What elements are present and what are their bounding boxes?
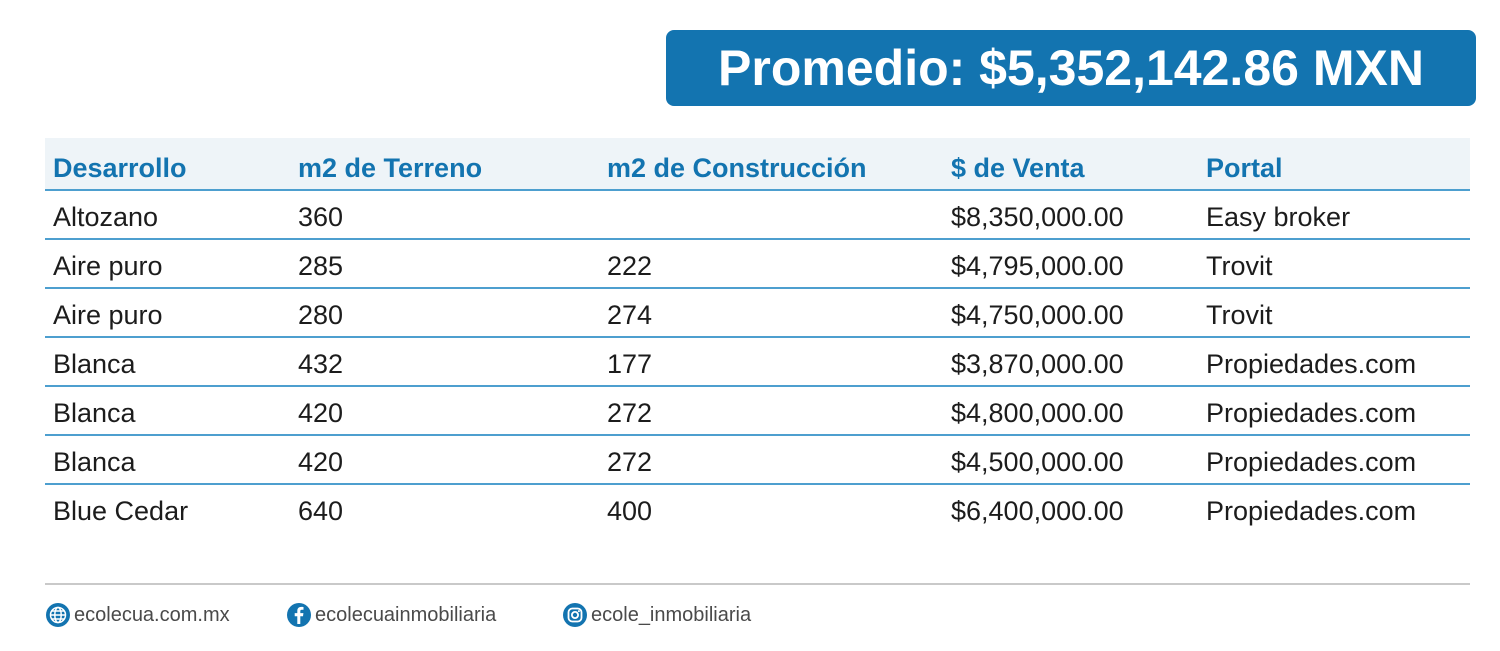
cell-m2-terreno: 420 bbox=[298, 447, 344, 477]
cell-m2-terreno: 432 bbox=[298, 349, 344, 379]
cell-portal: Easy broker bbox=[1206, 202, 1351, 232]
table-row: Blanca 432 177 $3,870,000.00 Propiedades… bbox=[45, 338, 1470, 387]
cell-desarrollo: Blanca bbox=[53, 349, 136, 379]
cell-portal: Propiedades.com bbox=[1206, 349, 1417, 379]
header-precio-venta: $ de Venta bbox=[951, 153, 1085, 183]
header-m2-construccion: m2 de Construcción bbox=[607, 153, 867, 183]
cell-m2-terreno: 360 bbox=[298, 202, 344, 232]
cell-precio-venta: $8,350,000.00 bbox=[951, 202, 1124, 232]
cell-portal: Trovit bbox=[1206, 300, 1273, 330]
cell-desarrollo: Blanca bbox=[53, 398, 136, 428]
cell-m2-construccion: 400 bbox=[607, 496, 653, 526]
facebook-link[interactable]: ecolecuainmobiliaria bbox=[286, 600, 496, 630]
cell-portal: Propiedades.com bbox=[1206, 398, 1417, 428]
cell-desarrollo: Blanca bbox=[53, 447, 136, 477]
table-row: Blanca 420 272 $4,500,000.00 Propiedades… bbox=[45, 436, 1470, 485]
instagram-icon bbox=[563, 603, 587, 627]
cell-desarrollo: Altozano bbox=[53, 202, 159, 232]
cell-portal: Propiedades.com bbox=[1206, 496, 1417, 526]
cell-m2-construccion: 272 bbox=[607, 447, 653, 477]
cell-m2-terreno: 420 bbox=[298, 398, 344, 428]
header-desarrollo: Desarrollo bbox=[53, 153, 187, 183]
table-header: Desarrollo m2 de Terreno m2 de Construcc… bbox=[45, 138, 1470, 191]
website-text: ecolecua.com.mx bbox=[74, 603, 230, 626]
listings-table: Desarrollo m2 de Terreno m2 de Construcc… bbox=[45, 138, 1470, 534]
header-portal: Portal bbox=[1206, 153, 1283, 183]
cell-precio-venta: $4,795,000.00 bbox=[951, 251, 1124, 281]
cell-desarrollo: Aire puro bbox=[53, 300, 163, 330]
footer-contacts: ecolecua.com.mx ecolecuainmobiliaria eco… bbox=[45, 600, 1470, 630]
cell-precio-venta: $3,870,000.00 bbox=[951, 349, 1124, 379]
cell-m2-construccion: 222 bbox=[607, 251, 653, 281]
header-m2-terreno: m2 de Terreno bbox=[298, 153, 483, 183]
cell-portal: Propiedades.com bbox=[1206, 447, 1417, 477]
table-row: Blue Cedar 640 400 $6,400,000.00 Propied… bbox=[45, 485, 1470, 534]
footer-divider bbox=[45, 583, 1470, 585]
cell-precio-venta: $4,500,000.00 bbox=[951, 447, 1124, 477]
average-price-banner: Promedio: $5,352,142.86 MXN bbox=[666, 30, 1476, 106]
table-row: Aire puro 285 222 $4,795,000.00 Trovit bbox=[45, 240, 1470, 289]
table-row: Aire puro 280 274 $4,750,000.00 Trovit bbox=[45, 289, 1470, 338]
cell-m2-construccion: 272 bbox=[607, 398, 653, 428]
cell-desarrollo: Blue Cedar bbox=[53, 496, 189, 526]
cell-precio-venta: $6,400,000.00 bbox=[951, 496, 1124, 526]
cell-precio-venta: $4,750,000.00 bbox=[951, 300, 1124, 330]
website-link[interactable]: ecolecua.com.mx bbox=[45, 600, 230, 630]
cell-m2-terreno: 640 bbox=[298, 496, 344, 526]
table-row: Blanca 420 272 $4,800,000.00 Propiedades… bbox=[45, 387, 1470, 436]
table-row: Altozano 360 $8,350,000.00 Easy broker bbox=[45, 191, 1470, 240]
cell-m2-terreno: 280 bbox=[298, 300, 344, 330]
instagram-text: ecole_inmobiliaria bbox=[591, 603, 752, 626]
cell-precio-venta: $4,800,000.00 bbox=[951, 398, 1124, 428]
globe-icon bbox=[46, 603, 70, 627]
cell-desarrollo: Aire puro bbox=[53, 251, 163, 281]
average-price-text: Promedio: $5,352,142.86 MXN bbox=[718, 40, 1424, 96]
cell-portal: Trovit bbox=[1206, 251, 1273, 281]
cell-m2-construccion: 177 bbox=[607, 349, 653, 379]
instagram-link[interactable]: ecole_inmobiliaria bbox=[562, 600, 751, 630]
facebook-icon bbox=[287, 603, 311, 627]
facebook-text: ecolecuainmobiliaria bbox=[315, 603, 497, 626]
cell-m2-construccion: 274 bbox=[607, 300, 653, 330]
cell-m2-terreno: 285 bbox=[298, 251, 344, 281]
